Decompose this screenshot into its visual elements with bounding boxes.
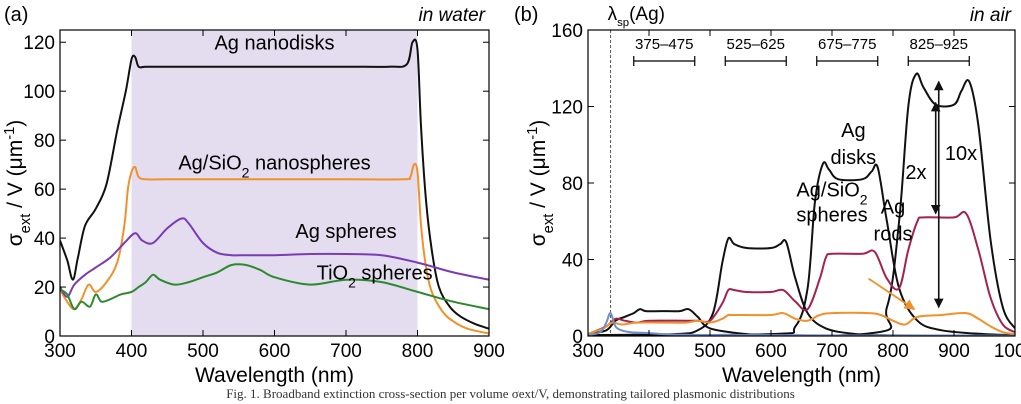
x-tick-label: 300 <box>44 341 76 362</box>
series-line-b-5 <box>588 311 1015 336</box>
series-line-b-3 <box>588 72 1015 336</box>
x-tick-label: 400 <box>633 341 665 362</box>
y-tick-label: 80 <box>562 174 583 195</box>
series-line-a-0 <box>60 38 489 330</box>
series-label-a-2: Ag spheres <box>295 221 396 243</box>
panel-label: (b) <box>514 4 538 26</box>
x-tick-label: 500 <box>187 341 219 362</box>
panel-label: (a) <box>4 4 28 26</box>
y-tick-label: 40 <box>562 251 583 272</box>
series-label-b-4: Ag <box>881 197 905 219</box>
series-group <box>588 72 1015 336</box>
series-label-b-2: Ag/SiO2 <box>796 179 867 207</box>
series-label-a-3: TiO2 spheres <box>317 263 433 291</box>
x-tick-label: 900 <box>938 341 970 362</box>
panel-annotation: in water <box>418 5 485 26</box>
y-tick-label: 60 <box>34 180 55 201</box>
y-tick-label: 100 <box>23 82 55 103</box>
series-label-b-5: rods <box>874 223 913 245</box>
series-group <box>60 38 489 335</box>
series-line-b-6 <box>588 312 1015 336</box>
y-tick-label: 80 <box>34 131 55 152</box>
x-tick-label: 700 <box>330 341 362 362</box>
series-label-b-7: 10x <box>945 143 977 165</box>
range-label-3: 825–925 <box>910 36 968 53</box>
series-line-a-2 <box>60 217 489 298</box>
y-tick-label: 20 <box>34 278 55 299</box>
x-tick-label: 800 <box>402 341 434 362</box>
y-tick-label: 120 <box>551 98 583 119</box>
x-axis-label: Wavelength (nm) <box>722 364 881 387</box>
y-tick-label: 120 <box>23 33 55 54</box>
panel-annotation: in air <box>970 5 1012 26</box>
series-label-b-1: disks <box>831 147 877 169</box>
series-label-a-0: Ag nanodisks <box>214 33 334 55</box>
series-label-b-0: Ag <box>841 120 865 142</box>
x-tick-label: 300 <box>572 341 604 362</box>
y-axis-label: σext / V (μm-1) <box>525 120 557 247</box>
x-axis-label: Wavelength (nm) <box>195 364 354 387</box>
series-line-a-1 <box>60 162 489 335</box>
x-tick-label: 800 <box>877 341 909 362</box>
y-tick-label: 40 <box>34 229 55 250</box>
panel-a: 300 400 500 600 700 800 900 0 20 40 60 80 100 120 Wave… <box>2 4 505 387</box>
y-tick-label: 0 <box>572 327 583 348</box>
series-label-b-6: 2x <box>905 162 926 184</box>
y-tick-label: 160 <box>551 21 583 42</box>
series-line-b-2 <box>588 161 1015 336</box>
x-tick-label: 900 <box>473 341 505 362</box>
series-line-b-4 <box>588 210 1015 336</box>
y-tick-label: 0 <box>44 327 55 348</box>
range-label-2: 675–775 <box>818 36 876 53</box>
x-tick-label: 600 <box>259 341 291 362</box>
x-tick-label: 700 <box>816 341 848 362</box>
series-line-a-3 <box>60 263 489 311</box>
orange-arrow <box>868 277 916 310</box>
x-tick-label: 500 <box>694 341 726 362</box>
y-axis-label: σext / V (μm-1) <box>2 120 34 247</box>
series-label-b-3: spheres <box>796 204 867 226</box>
shaded-band <box>131 30 418 336</box>
figure-caption: Fig. 1. Broadband extinction cross-secti… <box>226 386 795 401</box>
x-tick-label: 400 <box>116 341 148 362</box>
x-tick-label: 600 <box>755 341 787 362</box>
sp-label: λsp(Ag) <box>608 4 665 29</box>
series-label-a-1: Ag/SiO2 nanospheres <box>178 153 370 181</box>
range-label-1: 525–625 <box>727 36 785 53</box>
range-label-0: 375–475 <box>635 36 693 53</box>
